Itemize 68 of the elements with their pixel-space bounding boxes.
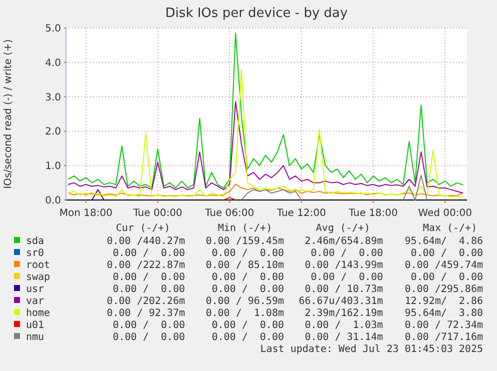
text: Max (-/+): [422, 223, 478, 234]
text: 0.00 / 0.00: [112, 248, 185, 259]
legend-label: var: [26, 296, 44, 307]
y-tick-label: 0.0: [45, 196, 61, 206]
text: 0.00 / 0.00: [410, 248, 483, 259]
text: 0.00 /295.86m: [404, 284, 483, 295]
line-series: [67, 32, 464, 188]
text: 0.00 / 1.03m: [304, 320, 383, 331]
text: 0.00 / 0.00: [112, 272, 185, 283]
text: 0.00 / 31.14m: [304, 332, 383, 343]
y-tick-label: 5.0: [45, 24, 61, 34]
text: Avg (-/+): [316, 223, 370, 234]
text: 0.00 / 96.59m: [206, 296, 284, 307]
text: 0.00 /459.74m: [404, 260, 483, 271]
x-tick-label: Mon 18:00: [59, 208, 112, 219]
text: 0.00 / 0.00: [112, 320, 185, 331]
legend-label: nmu: [26, 332, 44, 343]
text: 0.00 / 92.37m: [106, 308, 185, 319]
x-tick-label: Tue 12:00: [276, 208, 326, 219]
legend-label: home: [26, 308, 50, 319]
text: 2.39m/162.19m: [304, 308, 383, 319]
text: 0.00 /159.45m: [206, 236, 284, 247]
text: 0.00 / 0.00: [212, 284, 284, 295]
line-series: [67, 68, 464, 198]
text: 0.00 / 1.08m: [206, 308, 284, 319]
legend-label: usr: [26, 284, 44, 295]
line-series: [67, 184, 464, 196]
text: 12.92m/ 2.86: [404, 296, 483, 307]
text: 0.00 / 85.10m: [206, 260, 284, 271]
y-tick-label: 3.0: [45, 92, 61, 104]
text: 0.00 / 0.00: [212, 332, 284, 343]
text: 0.00 / 0.00: [410, 272, 483, 283]
y-tick-label: 1.0: [45, 161, 61, 172]
x-tick-label: Tue 06:00: [204, 208, 254, 219]
text: 0.00 / 0.00: [310, 248, 383, 259]
text: Last update: Wed Jul 23 01:45:03 2025: [260, 344, 483, 355]
line-series: [67, 101, 464, 194]
text: 0.00 / 0.00: [212, 320, 284, 331]
text: 95.64m/ 4.86: [404, 236, 483, 247]
legend-label: root: [26, 260, 50, 271]
y-axis-title: IOs/second read (-) / write (+): [3, 39, 14, 189]
text: 0.00 /202.26m: [106, 296, 185, 307]
text: Min (-/+): [218, 223, 272, 234]
x-tick-label: Tue 18:00: [348, 208, 398, 219]
text: 66.67u/403.31m: [298, 296, 383, 307]
legend-label: sda: [26, 236, 44, 247]
text: Cur (-/+): [116, 223, 170, 234]
legend-label: sr0: [26, 248, 44, 259]
legend-label: u01: [26, 320, 44, 331]
y-tick-label: 4.0: [45, 58, 61, 69]
text: 0.00 /717.16m: [404, 332, 483, 343]
text: 0.00 / 0.00: [112, 284, 185, 295]
text: 0.00 / 0.00: [310, 272, 383, 283]
text: 0.00 / 0.00: [112, 332, 185, 343]
x-tick-label: Wed 00:00: [418, 208, 472, 219]
text: 0.00 /440.27m: [106, 236, 185, 247]
text: 0.00 / 0.00: [212, 248, 284, 259]
x-tick-label: Tue 00:00: [132, 208, 182, 219]
text: 0.00 /222.87m: [106, 260, 185, 271]
chart-title: Disk IOs per device - by day: [165, 6, 348, 21]
text: 0.00 / 10.73m: [304, 284, 383, 295]
text: 0.00 /143.99m: [304, 260, 383, 271]
text: 0.00 / 0.00: [212, 272, 284, 283]
y-tick-label: 2.0: [45, 126, 61, 138]
text: 0.00 / 72.34m: [404, 320, 483, 331]
text: 2.46m/654.89m: [304, 236, 383, 247]
text: 95.64m/ 3.80: [404, 308, 483, 319]
legend-label: swap: [26, 272, 50, 283]
